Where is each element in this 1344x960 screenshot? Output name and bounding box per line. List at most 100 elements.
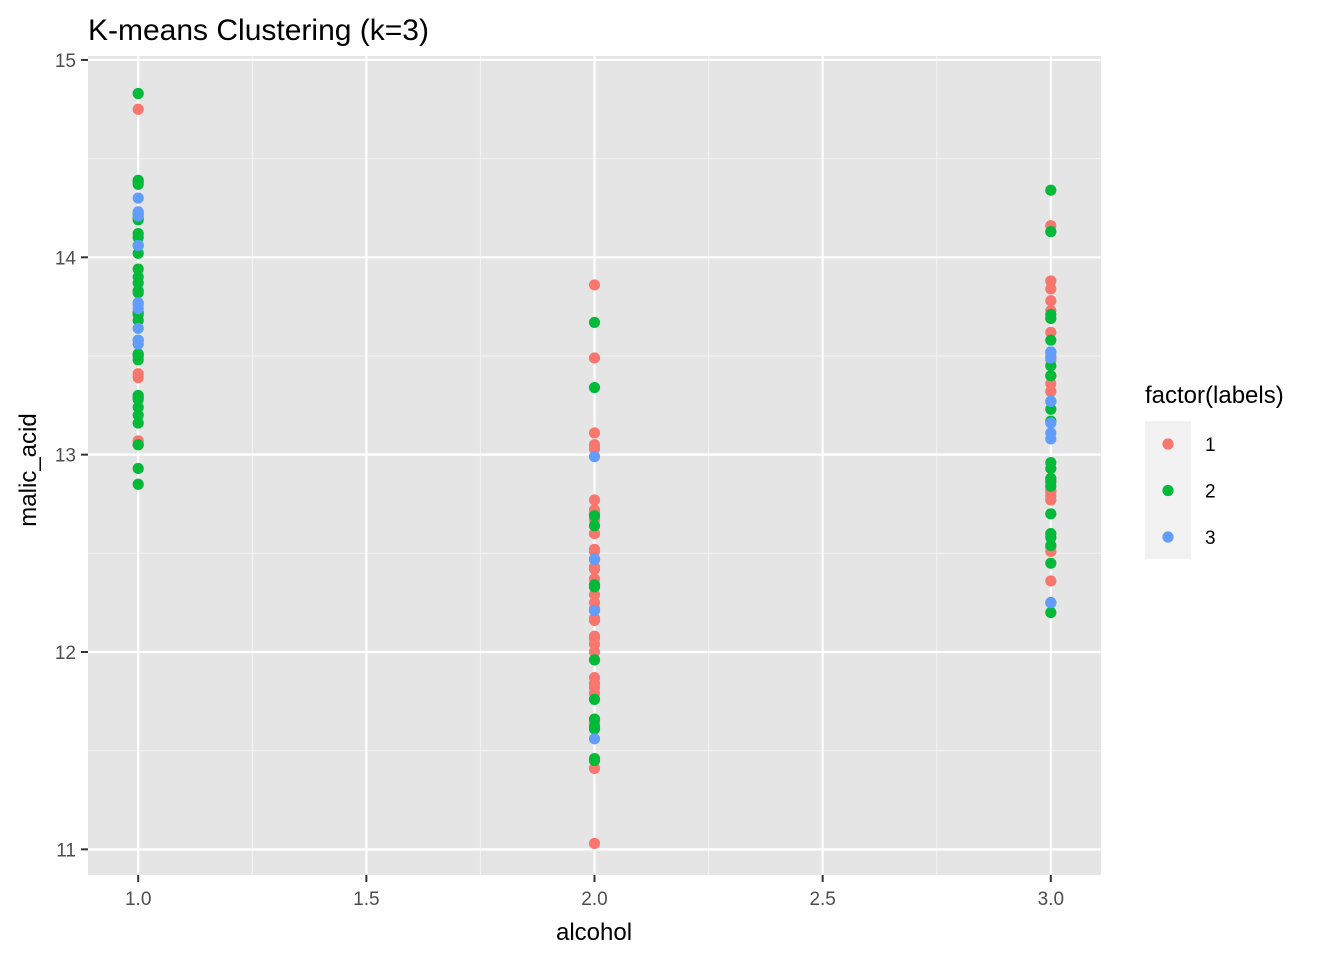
x-tick-label: 1.0 — [125, 889, 151, 910]
data-point-cluster-1 — [588, 646, 601, 658]
y-tick-label: 14 — [55, 248, 77, 269]
data-point-cluster-2 — [132, 439, 144, 451]
data-point-cluster-1 — [132, 103, 144, 115]
data-point-cluster-2 — [132, 87, 144, 100]
data-point-cluster-2 — [132, 263, 144, 275]
data-point-cluster-2 — [132, 417, 144, 429]
data-point-cluster-3 — [588, 553, 601, 565]
data-point-cluster-2 — [588, 693, 601, 705]
data-point-cluster-2 — [1045, 531, 1057, 544]
chart-title: K-means Clustering (k=3) — [88, 14, 429, 47]
legend-key-1 — [1162, 438, 1174, 450]
data-point-cluster-2 — [1045, 539, 1057, 552]
data-point-cluster-2 — [588, 654, 601, 666]
data-point-cluster-2 — [1045, 226, 1057, 238]
y-tick-label: 11 — [56, 840, 76, 861]
data-point-cluster-2 — [132, 287, 144, 299]
data-point-cluster-2 — [1045, 184, 1057, 196]
data-point-cluster-1 — [588, 545, 601, 557]
data-point-cluster-1 — [588, 837, 601, 850]
data-point-cluster-1 — [588, 443, 601, 455]
data-point-cluster-2 — [1045, 334, 1057, 346]
data-point-cluster-1 — [1045, 494, 1057, 506]
x-axis-title: alcohol — [556, 919, 632, 946]
data-point-cluster-2 — [132, 247, 144, 259]
data-point-cluster-2 — [132, 478, 144, 490]
data-point-cluster-2 — [588, 381, 601, 394]
data-point-cluster-3 — [132, 334, 144, 346]
data-point-cluster-1 — [588, 563, 601, 575]
data-point-cluster-1 — [132, 372, 144, 384]
data-point-cluster-2 — [132, 409, 144, 421]
y-tick-label: 13 — [55, 446, 76, 467]
data-point-cluster-2 — [1045, 480, 1057, 492]
data-point-cluster-2 — [1045, 462, 1057, 475]
data-point-cluster-2 — [588, 754, 601, 767]
data-point-cluster-1 — [588, 427, 601, 439]
data-point-cluster-1 — [588, 352, 601, 364]
data-point-cluster-2 — [132, 178, 144, 190]
data-point-cluster-2 — [132, 393, 144, 405]
data-point-cluster-2 — [588, 581, 601, 593]
data-point-cluster-2 — [132, 231, 144, 244]
x-axis: 1.0 1.5 2.0 2.5 3.0 — [125, 875, 1064, 910]
legend-label-2: 2 — [1205, 482, 1216, 503]
data-point-cluster-2 — [132, 314, 144, 327]
data-point-cluster-3 — [588, 604, 601, 617]
x-tick-label: 3.0 — [1038, 889, 1064, 910]
y-tick-label: 15 — [55, 51, 76, 72]
data-point-cluster-2 — [588, 713, 601, 725]
data-point-cluster-1 — [588, 527, 601, 540]
data-point-cluster-2 — [132, 401, 144, 413]
data-point-cluster-1 — [588, 279, 601, 291]
data-point-cluster-1 — [1045, 275, 1057, 287]
data-point-cluster-2 — [132, 354, 144, 366]
data-point-cluster-3 — [132, 322, 144, 334]
data-point-cluster-2 — [132, 277, 144, 289]
data-point-cluster-1 — [1045, 283, 1057, 295]
legend-key-3 — [1162, 531, 1174, 543]
y-axis-title: malic_acid — [15, 413, 42, 526]
legend-key-2 — [1162, 484, 1174, 497]
data-point-cluster-2 — [588, 510, 601, 522]
x-tick-label: 2.5 — [809, 889, 835, 910]
legend-title: factor(labels) — [1145, 382, 1284, 409]
data-point-cluster-1 — [1045, 378, 1057, 390]
data-point-cluster-2 — [1045, 403, 1057, 415]
legend: factor(labels) 1 2 3 — [1145, 382, 1284, 559]
data-point-cluster-3 — [1045, 395, 1057, 407]
data-point-cluster-3 — [132, 210, 144, 222]
y-tick-label: 12 — [55, 643, 76, 664]
data-point-cluster-3 — [1045, 433, 1057, 445]
data-point-cluster-2 — [1045, 360, 1057, 372]
legend-label-1: 1 — [1205, 435, 1216, 456]
data-point-cluster-1 — [588, 762, 601, 775]
data-point-cluster-3 — [132, 303, 144, 315]
data-point-cluster-2 — [1045, 370, 1057, 382]
data-point-cluster-3 — [1045, 352, 1057, 364]
data-point-cluster-1 — [1045, 326, 1057, 338]
y-axis: 11 12 13 14 15 — [55, 51, 88, 861]
data-point-cluster-3 — [1045, 597, 1057, 609]
data-point-cluster-2 — [132, 462, 144, 475]
data-point-cluster-1 — [588, 589, 601, 601]
data-points — [132, 87, 1057, 850]
data-point-cluster-1 — [588, 638, 601, 650]
data-point-cluster-2 — [588, 723, 601, 735]
data-point-cluster-1 — [588, 494, 601, 506]
x-tick-label: 2.0 — [581, 889, 607, 910]
data-point-cluster-2 — [588, 520, 601, 532]
data-point-cluster-1 — [588, 614, 601, 627]
data-point-cluster-3 — [1045, 417, 1057, 429]
data-point-cluster-3 — [588, 451, 601, 463]
data-point-cluster-3 — [132, 239, 144, 252]
data-point-cluster-2 — [588, 316, 601, 329]
data-point-cluster-1 — [1045, 385, 1057, 398]
legend-label-3: 3 — [1205, 528, 1216, 549]
data-point-cluster-3 — [588, 733, 601, 745]
data-point-cluster-3 — [132, 192, 144, 204]
data-point-cluster-2 — [1045, 312, 1057, 325]
x-tick-label: 1.5 — [353, 889, 379, 910]
data-point-cluster-2 — [1045, 606, 1057, 619]
